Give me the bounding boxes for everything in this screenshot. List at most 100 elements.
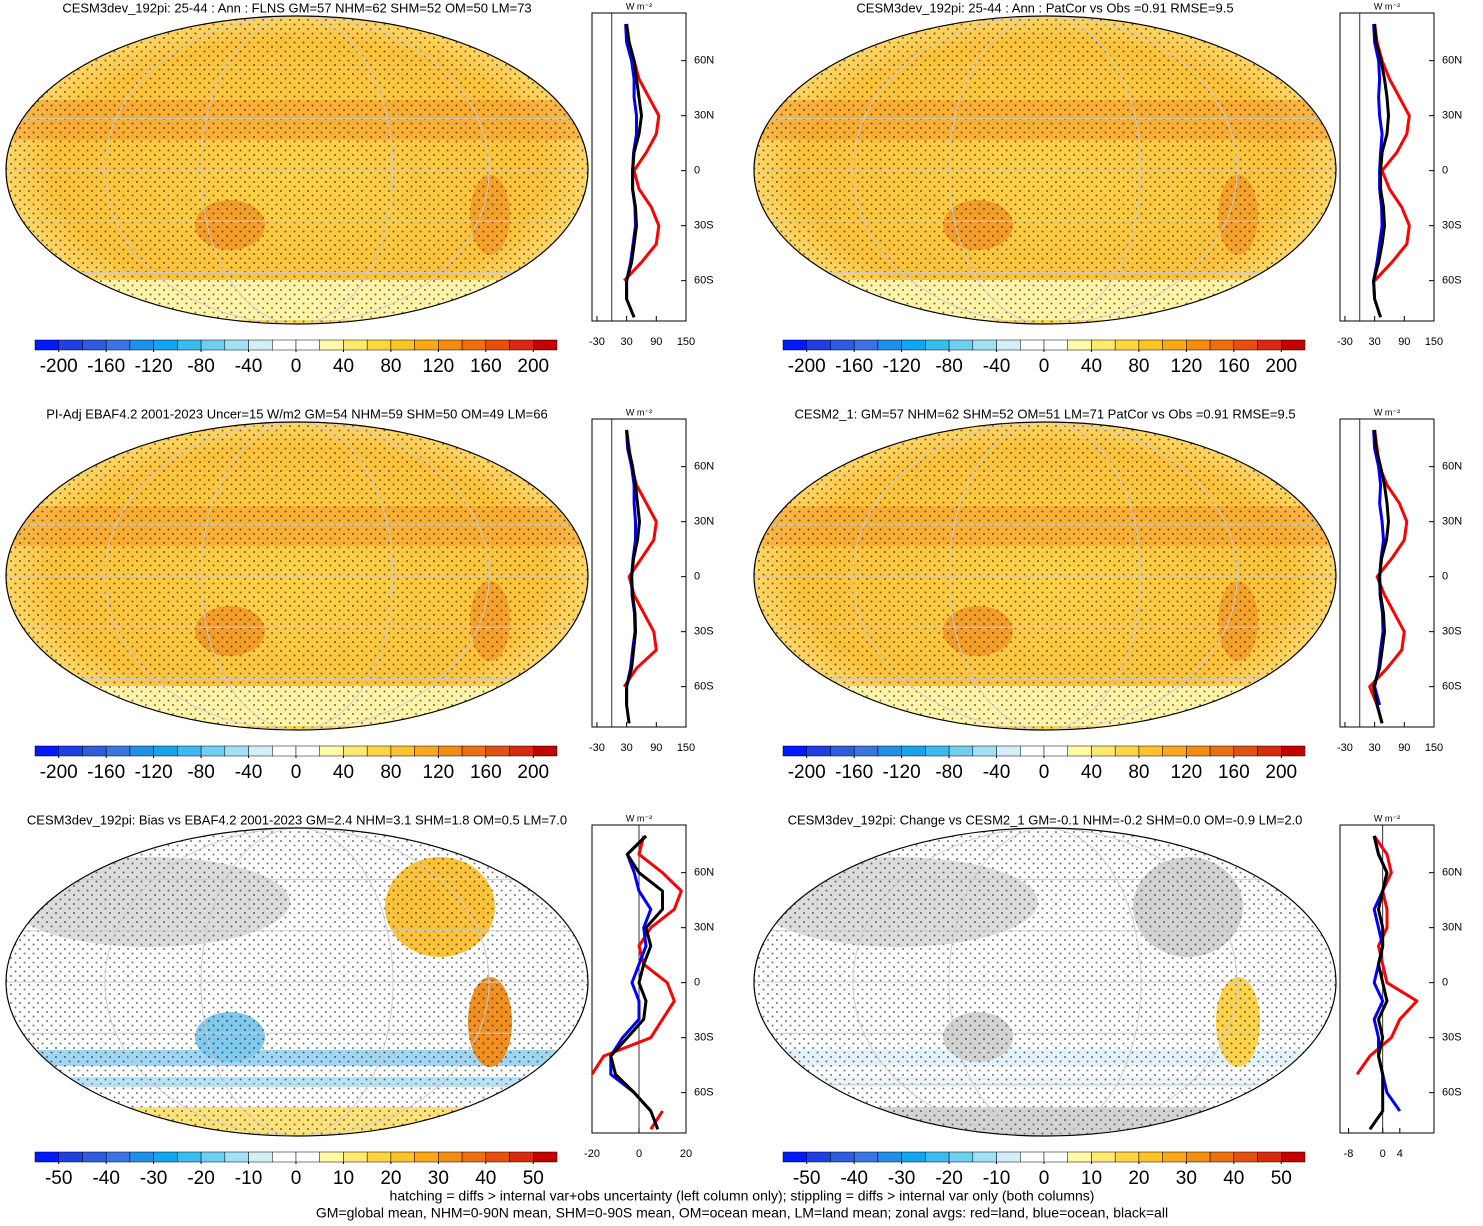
map-border — [753, 421, 1337, 731]
zonal-line — [1372, 429, 1390, 724]
zonal-unit: W m⁻² — [626, 813, 652, 823]
colorbar-box — [1257, 339, 1282, 351]
y-tick-label: 30N — [694, 922, 714, 934]
x-tick-label: 0 — [1380, 1148, 1386, 1160]
x-tick-label: 90 — [1398, 742, 1410, 754]
colorbar-box — [1186, 745, 1211, 757]
colorbar-box — [1281, 1151, 1306, 1163]
colorbar-box — [1209, 745, 1235, 757]
colorbar-label: -160 — [87, 356, 125, 377]
colorbar-box — [1091, 339, 1116, 351]
colorbar-box — [414, 745, 439, 757]
x-tick-label: 150 — [677, 336, 695, 348]
colorbar-label: -120 — [135, 356, 173, 377]
x-tick-label: 90 — [650, 742, 662, 754]
x-tick-label: 150 — [1425, 336, 1443, 348]
map-border — [753, 15, 1337, 325]
colorbar-box — [485, 1151, 510, 1163]
colorbar-box — [533, 339, 558, 351]
colorbar-label: 160 — [470, 762, 502, 783]
colorbar-box — [877, 339, 902, 351]
colorbar-label: -40 — [235, 356, 262, 377]
colorbar-box — [438, 1151, 463, 1163]
panel-title: CESM3dev_192pi: Change vs CESM2_1 GM=-0.… — [788, 812, 1303, 827]
map — [6, 828, 588, 1136]
panel-title: CESM3dev_192pi: 25-44 : Ann : FLNS GM=57… — [62, 0, 531, 15]
graticule — [200, 828, 394, 1136]
colorbar-label: -200 — [788, 356, 826, 377]
colorbar-label: -50 — [45, 1168, 72, 1189]
colorbar-box — [901, 1151, 926, 1163]
y-tick-label: 0 — [1442, 571, 1448, 583]
colorbar-label: -80 — [935, 356, 962, 377]
colorbar-box — [438, 745, 463, 757]
colorbar-box — [248, 1151, 273, 1163]
colorbar-label: -20 — [935, 1168, 962, 1189]
colorbar-box — [319, 1151, 344, 1163]
colorbar-box — [105, 745, 131, 757]
colorbar-box — [461, 1151, 487, 1163]
colorbar-label: -40 — [983, 356, 1010, 377]
colorbar-label: -200 — [788, 762, 826, 783]
zonal-line — [623, 23, 661, 282]
colorbar-box — [782, 745, 807, 757]
colorbar-box — [224, 1151, 249, 1163]
y-tick-label: 60S — [1442, 275, 1462, 287]
colorbar-box — [366, 745, 392, 757]
colorbar-box — [877, 745, 902, 757]
colorbar-box — [319, 339, 344, 351]
colorbar-label: 80 — [380, 356, 401, 377]
colorbar-label: -200 — [40, 762, 78, 783]
colorbar-box — [1043, 745, 1068, 757]
colorbar-box — [925, 339, 950, 351]
graticule — [852, 828, 1238, 1136]
colorbar-label: 160 — [1218, 356, 1250, 377]
colorbar-box — [461, 339, 487, 351]
y-tick-label: 30N — [1442, 516, 1462, 528]
y-tick-label: 60S — [1442, 681, 1462, 693]
colorbar-box — [1043, 1151, 1068, 1163]
colorbar-label: -10 — [983, 1168, 1010, 1189]
colorbar-box — [1162, 1151, 1187, 1163]
colorbar-box — [1114, 339, 1140, 351]
colorbar-box — [58, 745, 83, 757]
colorbar-box — [806, 745, 831, 757]
zonal-line — [609, 834, 653, 1113]
colorbar-label: -160 — [87, 762, 125, 783]
colorbar-box — [58, 1151, 83, 1163]
colorbar-label: 0 — [291, 356, 302, 377]
colorbar-label: -160 — [835, 762, 873, 783]
y-tick-label: 30S — [1442, 220, 1462, 232]
stippling — [6, 16, 588, 324]
colorbar-box — [509, 745, 534, 757]
x-tick-label: 90 — [650, 336, 662, 348]
colorbar-box — [925, 745, 950, 757]
panel: CESM3dev_192pi: 25-44 : Ann : FLNS GM=57… — [5, 0, 714, 377]
zonal-line — [1372, 23, 1390, 318]
colorbar-box — [343, 1151, 368, 1163]
map — [754, 16, 1336, 324]
colorbar-box — [806, 339, 831, 351]
colorbar-label: 40 — [475, 1168, 496, 1189]
colorbar-box — [414, 1151, 439, 1163]
map-border — [5, 15, 589, 325]
zonal-unit: W m⁻² — [1374, 407, 1400, 417]
map-border — [5, 421, 589, 731]
y-tick-label: 60N — [694, 461, 714, 473]
colorbar-label: 120 — [423, 356, 455, 377]
colorbar-box — [82, 745, 107, 757]
y-tick-label: 60S — [1442, 1087, 1462, 1099]
colorbar-box — [1233, 339, 1258, 351]
colorbar-label: -40 — [235, 762, 262, 783]
colorbar-box — [1067, 745, 1092, 757]
x-tick-label: 30 — [621, 336, 633, 348]
colorbar-box — [972, 339, 997, 351]
x-tick-label: 150 — [677, 742, 695, 754]
y-tick-label: 0 — [694, 571, 700, 583]
colorbar-label: 160 — [1218, 762, 1250, 783]
y-tick-label: 0 — [694, 165, 700, 177]
colorbar-box — [853, 1151, 879, 1163]
x-tick-label: 90 — [1398, 336, 1410, 348]
colorbar-box — [1257, 1151, 1282, 1163]
